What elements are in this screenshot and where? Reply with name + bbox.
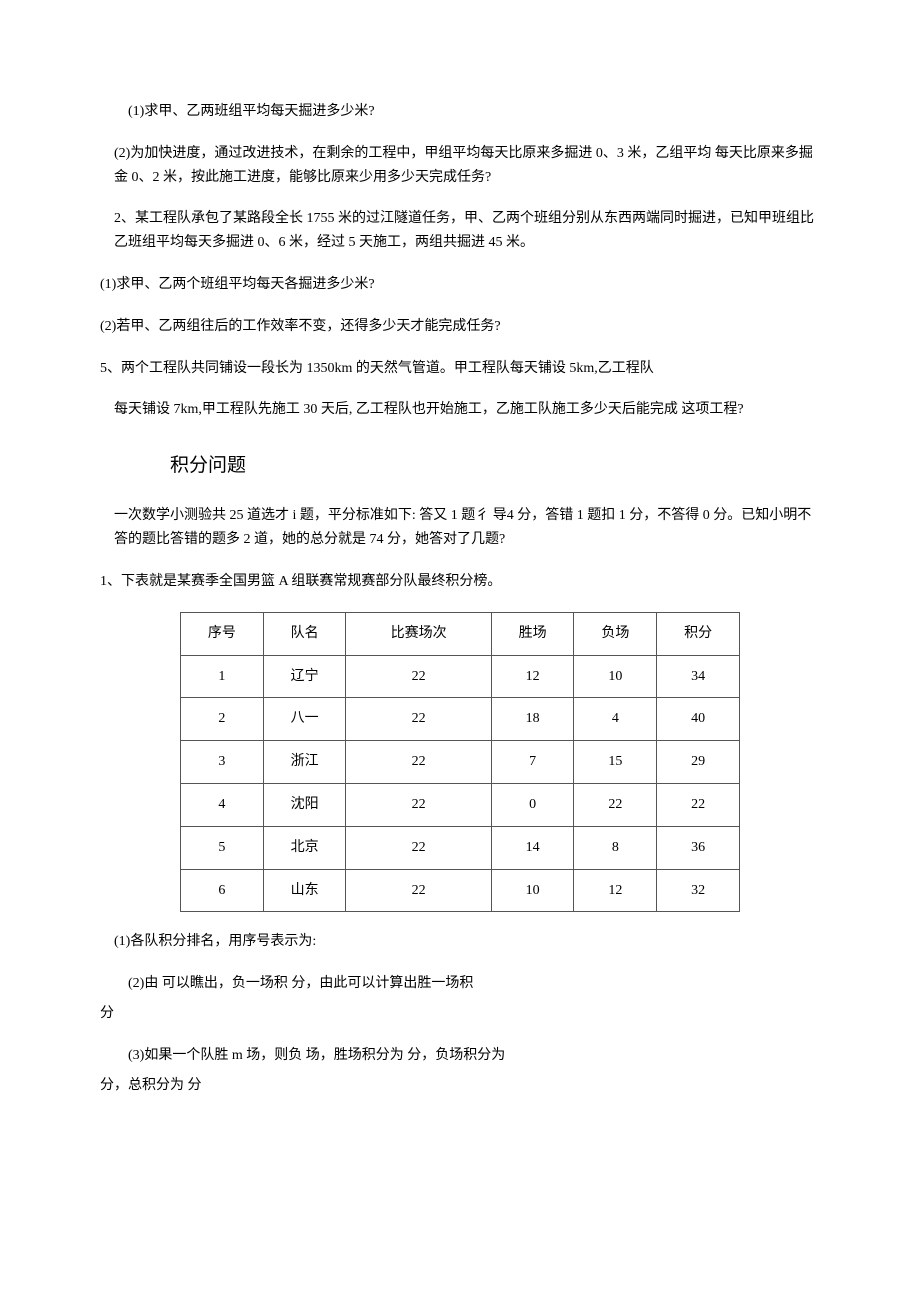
table-cell: 1 (181, 655, 264, 698)
table-header-cell: 负场 (574, 612, 657, 655)
question-item: (2)为加快进度，通过改进技术，在剩余的工程中，甲组平均每天比原来多掘进 0、3… (100, 142, 820, 190)
table-cell: 22 (346, 698, 491, 741)
text-continuation: 分 (100, 1002, 820, 1026)
question-item: (1)各队积分排名，用序号表示为: (100, 930, 820, 954)
table-cell: 沈阳 (263, 784, 346, 827)
table-cell: 22 (346, 784, 491, 827)
question-item: (2)由 可以瞧出，负一场积 分，由此可以计算出胜一场积 (100, 972, 820, 996)
text-continuation: 分，总积分为 分 (100, 1074, 820, 1098)
table-cell: 7 (491, 741, 574, 784)
table-row: 2八一2218440 (181, 698, 740, 741)
table-cell: 14 (491, 826, 574, 869)
question-item: 一次数学小测验共 25 道选才 i 题，平分标准如下: 答又 1 题彳 导4 分… (100, 504, 820, 552)
question-item: (1)求甲、乙两班组平均每天掘进多少米? (100, 100, 820, 124)
table-cell: 22 (346, 826, 491, 869)
table-cell: 12 (574, 869, 657, 912)
question-item: 5、两个工程队共同铺设一段长为 1350km 的天然气管道。甲工程队每天铺设 5… (100, 357, 820, 381)
table-cell: 29 (657, 741, 740, 784)
table-header-cell: 队名 (263, 612, 346, 655)
table-cell: 22 (657, 784, 740, 827)
table-cell: 22 (346, 655, 491, 698)
table-cell: 22 (346, 741, 491, 784)
question-item: 2、某工程队承包了某路段全长 1755 米的过江隧道任务，甲、乙两个班组分别从东… (100, 207, 820, 255)
table-header-cell: 序号 (181, 612, 264, 655)
table-cell: 22 (574, 784, 657, 827)
score-table: 序号 队名 比赛场次 胜场 负场 积分 1辽宁221210342八一221844… (180, 612, 740, 913)
table-row: 4沈阳2202222 (181, 784, 740, 827)
table-cell: 辽宁 (263, 655, 346, 698)
table-cell: 15 (574, 741, 657, 784)
table-cell: 12 (491, 655, 574, 698)
table-cell: 0 (491, 784, 574, 827)
table-cell: 10 (574, 655, 657, 698)
table-cell: 山东 (263, 869, 346, 912)
table-header-cell: 胜场 (491, 612, 574, 655)
table-cell: 18 (491, 698, 574, 741)
table-cell: 浙江 (263, 741, 346, 784)
table-cell: 8 (574, 826, 657, 869)
table-cell: 八一 (263, 698, 346, 741)
table-header-cell: 比赛场次 (346, 612, 491, 655)
table-cell: 22 (346, 869, 491, 912)
table-cell: 4 (574, 698, 657, 741)
question-item: (1)求甲、乙两个班组平均每天各掘进多少米? (100, 273, 820, 297)
section-title: 积分问题 (100, 450, 820, 482)
table-row: 1辽宁22121034 (181, 655, 740, 698)
table-cell: 5 (181, 826, 264, 869)
table-cell: 4 (181, 784, 264, 827)
table-header-cell: 积分 (657, 612, 740, 655)
table-row: 5北京2214836 (181, 826, 740, 869)
table-header-row: 序号 队名 比赛场次 胜场 负场 积分 (181, 612, 740, 655)
table-cell: 10 (491, 869, 574, 912)
question-item: 1、下表就是某赛季全国男篮 A 组联赛常规赛部分队最终积分榜。 (100, 570, 820, 594)
table-cell: 40 (657, 698, 740, 741)
question-item: 每天铺设 7km,甲工程队先施工 30 天后, 乙工程队也开始施工，乙施工队施工… (100, 398, 820, 422)
table-cell: 34 (657, 655, 740, 698)
table-cell: 3 (181, 741, 264, 784)
table-cell: 36 (657, 826, 740, 869)
question-item: (3)如果一个队胜 m 场，则负 场，胜场积分为 分，负场积分为 (100, 1044, 820, 1068)
table-cell: 6 (181, 869, 264, 912)
question-item: (2)若甲、乙两组往后的工作效率不变，还得多少天才能完成任务? (100, 315, 820, 339)
table-cell: 32 (657, 869, 740, 912)
table-cell: 2 (181, 698, 264, 741)
table-cell: 北京 (263, 826, 346, 869)
table-row: 3浙江2271529 (181, 741, 740, 784)
table-row: 6山东22101232 (181, 869, 740, 912)
